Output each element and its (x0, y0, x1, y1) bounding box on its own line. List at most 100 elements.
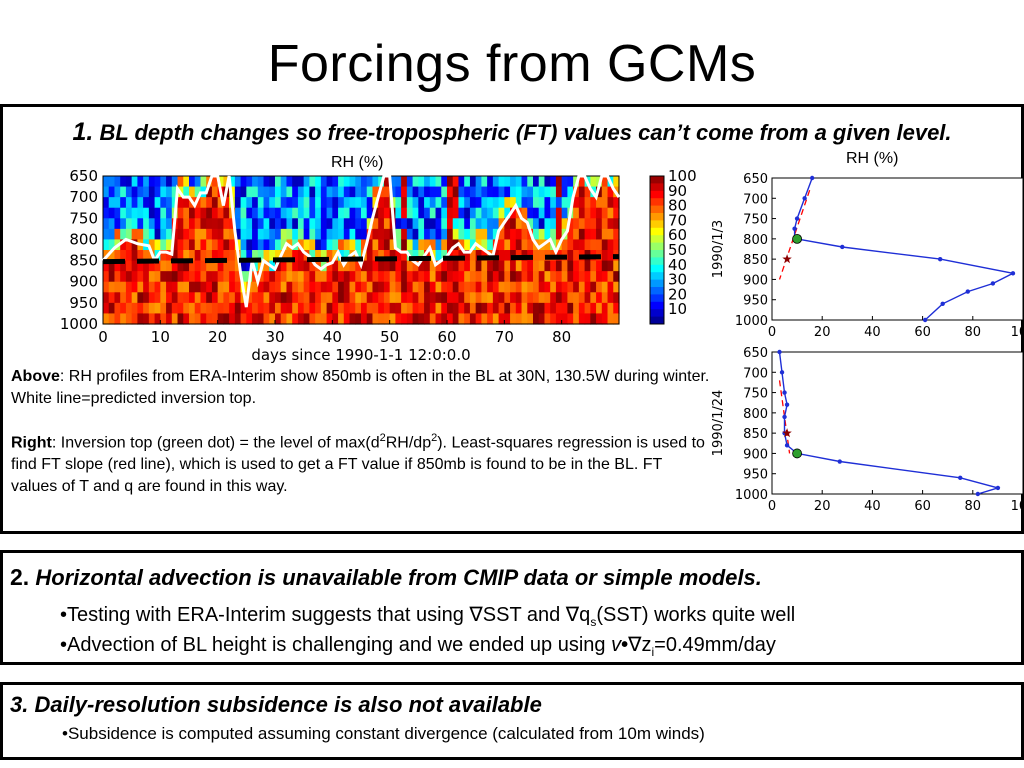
heatmap-cell (194, 250, 202, 262)
heatmap-cell (343, 281, 351, 293)
heatmap-cell (246, 218, 253, 230)
heatmap-cell (406, 313, 414, 325)
heatmap-cell (148, 302, 156, 315)
heatmap-cell (521, 271, 528, 283)
heatmap-cell (148, 260, 156, 272)
heatmap-cell (154, 239, 161, 251)
heatmap-cell (148, 186, 156, 198)
heatmap-cell (229, 292, 236, 304)
heatmap-x-tick-label: 50 (380, 328, 399, 346)
heatmap-cell (481, 228, 488, 241)
heatmap-cell (269, 228, 276, 241)
heatmap-cell (372, 313, 379, 325)
heatmap-cell (148, 207, 156, 219)
ft-fit-line (778, 189, 811, 280)
heatmap-cell (550, 228, 557, 241)
heatmap-cell (544, 197, 551, 209)
heatmap-cell (108, 218, 116, 230)
heatmap-cell (504, 271, 511, 283)
heatmap-x-tick-label: 10 (151, 328, 170, 346)
heatmap-cell (263, 197, 270, 209)
heatmap-cell (131, 176, 138, 188)
heatmap-cell (234, 218, 242, 230)
heatmap-cell (481, 207, 488, 219)
heatmap-cell (406, 207, 414, 219)
heatmap-cell (435, 207, 442, 219)
heatmap-cell (223, 218, 230, 230)
heatmap-cell (590, 228, 597, 241)
heatmap-cell (257, 186, 265, 198)
heatmap-cell (469, 207, 477, 219)
heatmap-cell (275, 292, 282, 304)
profile-y-tick-label: 800 (743, 233, 768, 248)
heatmap-cell (498, 271, 505, 283)
heatmap-cell (521, 228, 528, 241)
heatmap-cell (315, 313, 322, 325)
heatmap-cell (567, 197, 574, 209)
heatmap-cell (349, 292, 356, 304)
rh-profile-line (778, 352, 1001, 494)
heatmap-cell (550, 218, 557, 230)
heatmap-label: RH (%) (331, 154, 384, 171)
rh-profile-point (922, 317, 928, 323)
heatmap-cell (492, 260, 500, 272)
heatmap-cell (114, 176, 121, 188)
heatmap-cell (286, 176, 293, 188)
heatmap-cell (550, 281, 557, 293)
heatmap-cell (326, 281, 333, 293)
heatmap-cell (469, 260, 477, 272)
colorbar-segment (650, 205, 664, 214)
heatmap-cell (160, 186, 167, 198)
heatmap-cell (578, 186, 586, 198)
heatmap-cell (469, 176, 477, 188)
heatmap-y-tick-label: 750 (69, 209, 98, 227)
colorbar-segment (650, 287, 664, 295)
heatmap-cell (567, 228, 574, 241)
heatmap-cell (131, 239, 138, 251)
heatmap-cell (361, 197, 368, 209)
heatmap-cell (275, 271, 282, 283)
heatmap-cell (326, 302, 333, 315)
heatmap-cell (389, 239, 396, 251)
heatmap-cell (607, 271, 614, 283)
heatmap-cell (424, 260, 431, 272)
heatmap-cell (395, 239, 402, 251)
heatmap-cell (349, 271, 356, 283)
heatmap-cell (252, 186, 259, 198)
heatmap-cell (424, 176, 431, 188)
heatmap-cell (292, 176, 299, 188)
bullet-2-text-b: ∇z (628, 634, 652, 656)
colorbar-segment (650, 227, 664, 236)
heatmap-cell (607, 313, 614, 325)
ft-star-marker (782, 428, 792, 438)
heatmap-cell (166, 302, 173, 315)
colorbar-segment (650, 220, 664, 229)
heatmap-cell (252, 260, 259, 272)
colorbar-segment (650, 190, 664, 199)
heatmap-cell (125, 281, 133, 293)
heatmap-cell (200, 260, 207, 272)
heatmap-cell (131, 250, 138, 262)
heatmap-cell (131, 281, 138, 293)
rh-profile-point (965, 289, 970, 294)
heatmap-cell (504, 302, 511, 315)
heatmap-cell (561, 239, 568, 251)
heatmap-cell (183, 197, 190, 209)
heatmap-cell (154, 313, 161, 325)
profile-y-tick-label: 700 (743, 366, 768, 381)
heatmap-cell (573, 281, 580, 293)
heatmap-cell (596, 218, 603, 230)
heatmap-cell (189, 176, 196, 188)
heatmap-cell (223, 260, 230, 272)
heatmap-cell (378, 281, 385, 293)
heatmap-cell (189, 281, 196, 293)
heatmap-cell (429, 228, 437, 241)
heatmap-cell (320, 271, 328, 283)
rh-profile-point (794, 216, 800, 221)
heatmap-cell (561, 292, 568, 304)
profile-y-axis-label: 1990/1/3 (711, 220, 726, 278)
heatmap-cell (338, 271, 345, 283)
heatmap-cell (183, 186, 190, 198)
heatmap-cell (584, 302, 591, 315)
heatmap-cell (452, 218, 460, 230)
